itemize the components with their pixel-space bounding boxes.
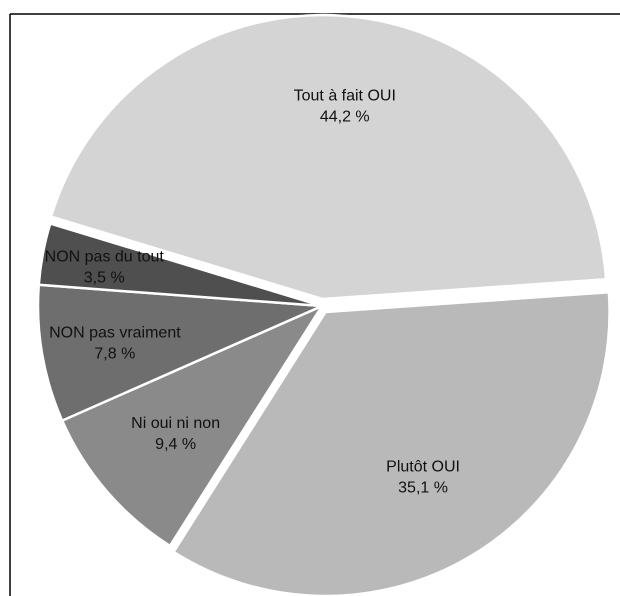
- pie-slice-2: [60, 304, 324, 548]
- pie-slice-5: [49, 13, 608, 301]
- slice-value-5: 44,2 %: [320, 108, 370, 125]
- slice-value-3: 7,8 %: [94, 346, 135, 363]
- slice-value-2: 9,4 %: [155, 436, 196, 453]
- pie-slices: [36, 13, 611, 596]
- pie-slice-3: [36, 283, 324, 422]
- slice-label-4: NON pas du tout: [45, 248, 165, 265]
- pie-slice-1: [172, 290, 611, 596]
- slice-label-5: Tout à fait OUI: [294, 87, 396, 104]
- pie-slice-4: [37, 222, 324, 308]
- slice-value-1: 35,1 %: [398, 479, 448, 496]
- slice-label-2: Ni oui ni non: [131, 415, 220, 432]
- pie-labels: Plutôt OUI 35,1 % Ni oui ni non 9,4 % NON pa…: [45, 87, 460, 496]
- slice-label-3: NON pas vraiment: [49, 325, 181, 342]
- slice-value-4: 3,5 %: [84, 269, 125, 286]
- slice-label-1: Plutôt OUI: [386, 458, 460, 475]
